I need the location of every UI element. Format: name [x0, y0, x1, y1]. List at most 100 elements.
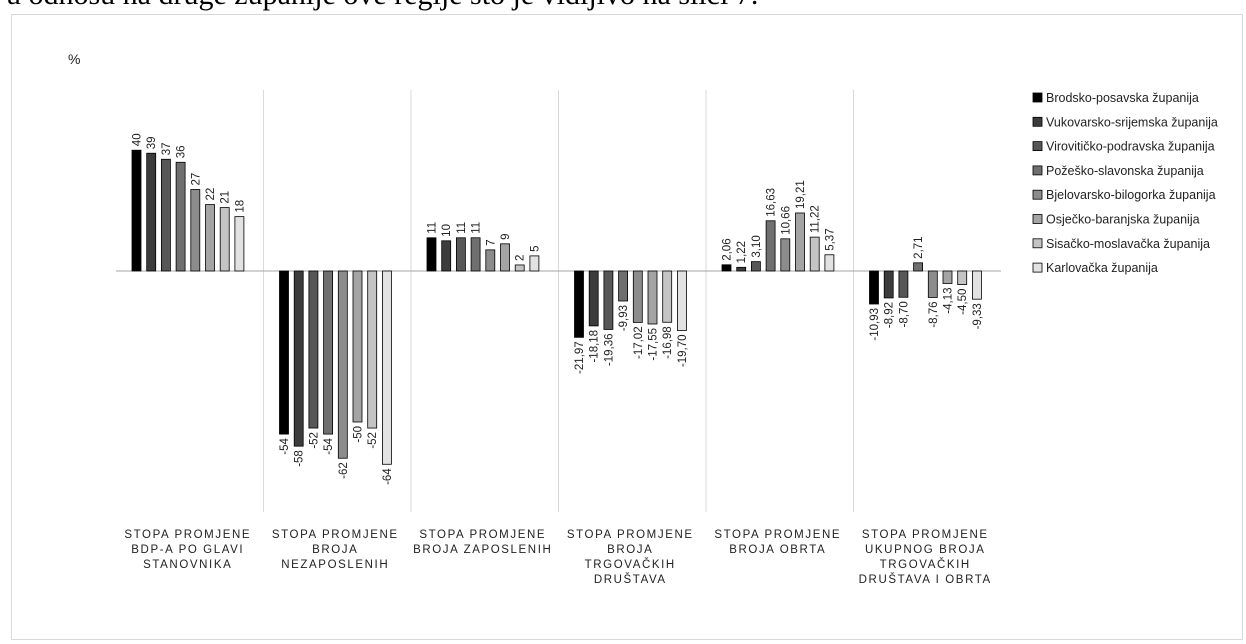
- value-label: -8,76: [928, 301, 940, 327]
- category-label: STOPA PROMJENE: [272, 529, 399, 541]
- bar: [942, 270, 953, 284]
- value-label: -62: [338, 462, 350, 479]
- value-labels-group: 40 -54 11 -21,97 2,06 -10,93 39 -58 10 -18,18 1,22…: [132, 133, 984, 485]
- value-label: -64: [382, 468, 394, 485]
- value-label: 11: [471, 222, 483, 234]
- bar: [721, 264, 732, 272]
- value-label: 16,63: [766, 188, 778, 217]
- legend-label: Virovitičko-podravska županija: [1046, 140, 1215, 154]
- bar: [131, 149, 142, 272]
- legend: Brodsko-posavska županija Vukovarsko-srij…: [1032, 91, 1218, 275]
- bar: [337, 270, 348, 459]
- value-label: 2,06: [722, 238, 734, 260]
- bar: [869, 270, 879, 305]
- value-label: 39: [146, 136, 158, 149]
- value-label: 10: [441, 224, 453, 237]
- category-label: UKUPNOG BROJA: [865, 544, 985, 556]
- bar: [972, 270, 982, 300]
- bar: [824, 254, 835, 272]
- legend-swatch: [1032, 214, 1043, 224]
- bar: [146, 152, 157, 272]
- legend-swatch: [1032, 238, 1043, 249]
- value-label: 1,22: [736, 241, 748, 263]
- value-label: -54: [279, 437, 291, 454]
- legend-swatch: [1032, 262, 1043, 273]
- value-label: -19,70: [677, 334, 689, 367]
- category-label: STANOVNIKA: [143, 559, 232, 571]
- category-label: STOPA PROMJENE: [124, 529, 251, 541]
- bar: [603, 270, 614, 330]
- bar: [574, 270, 584, 338]
- bar: [426, 237, 437, 272]
- value-label: 11: [427, 222, 439, 234]
- bar: [618, 270, 628, 302]
- legend-swatch: [1032, 189, 1043, 200]
- bar: [751, 261, 761, 272]
- bar: [323, 270, 334, 435]
- value-label: -54: [323, 437, 335, 454]
- category-label: STOPA PROMJENE: [567, 529, 694, 541]
- legend-label: Sisačko-moslavačka županija: [1046, 237, 1210, 251]
- category-label: BROJA: [312, 544, 358, 556]
- bar: [219, 207, 230, 272]
- value-label: 11: [456, 222, 468, 234]
- legend-label: Bjelovarsko-bilogorka županija: [1046, 188, 1216, 202]
- value-label: -17,55: [648, 328, 660, 361]
- value-label: 10,66: [780, 206, 792, 235]
- category-label: DRUŠTAVA: [594, 573, 667, 586]
- y-axis-label: %: [68, 51, 80, 67]
- bar: [279, 270, 289, 435]
- bar: [647, 270, 658, 325]
- bar: [632, 270, 643, 323]
- value-label: 9: [500, 233, 512, 239]
- legend-swatch: [1032, 92, 1043, 103]
- bar: [588, 270, 599, 327]
- legend-swatch: [1032, 165, 1043, 176]
- legend-label: Vukovarsko-srijemska županija: [1046, 115, 1218, 129]
- value-label: 11,22: [810, 205, 822, 233]
- bar: [765, 220, 776, 272]
- legend-label: Brodsko-posavska županija: [1046, 91, 1199, 105]
- bar: [500, 243, 510, 272]
- value-label: 19,21: [795, 180, 807, 209]
- category-label: STOPA PROMJENE: [419, 529, 546, 541]
- value-label: 37: [161, 142, 173, 155]
- value-label: 3,10: [751, 235, 763, 257]
- legend-swatch: [1032, 141, 1043, 152]
- category-label: DRUŠTAVA I OBRTA: [859, 573, 992, 586]
- value-label: 18: [234, 200, 246, 213]
- bars-group: [131, 149, 982, 465]
- category-label: BDP-A PO GLAVI: [131, 544, 244, 556]
- bar: [883, 270, 894, 299]
- value-label: -58: [294, 450, 306, 467]
- value-label: 22: [205, 188, 217, 201]
- legend-label: Požeško-slavonska županija: [1046, 164, 1204, 178]
- bar: [234, 216, 245, 272]
- value-label: -21,97: [574, 341, 586, 374]
- value-label: 2: [515, 255, 527, 261]
- value-label: 27: [190, 173, 202, 186]
- value-label: -17,02: [633, 326, 645, 359]
- value-label: -50: [353, 426, 365, 443]
- value-label: 21: [220, 191, 232, 204]
- value-label: 40: [132, 133, 144, 146]
- value-label: -9,93: [618, 305, 630, 331]
- value-label: 7: [485, 239, 497, 245]
- bar: [898, 270, 909, 298]
- bar: [957, 270, 968, 285]
- bar: [352, 270, 363, 423]
- value-label: -8,70: [898, 301, 910, 327]
- value-label: -52: [367, 432, 379, 449]
- bar: [470, 237, 481, 272]
- value-label: 5,37: [824, 228, 836, 250]
- bar: [529, 255, 540, 272]
- category-labels-group: STOPA PROMJENE BDP-A PO GLAVI STANOVNIKA ST…: [124, 529, 992, 586]
- bar: [190, 189, 201, 272]
- category-label: STOPA PROMJENE: [714, 529, 841, 541]
- legend-label: Osječko-baranjska županija: [1046, 213, 1200, 227]
- value-label: -10,93: [869, 308, 881, 341]
- value-label: -16,98: [662, 326, 674, 359]
- bar: [308, 270, 319, 429]
- value-label: -4,50: [957, 289, 969, 315]
